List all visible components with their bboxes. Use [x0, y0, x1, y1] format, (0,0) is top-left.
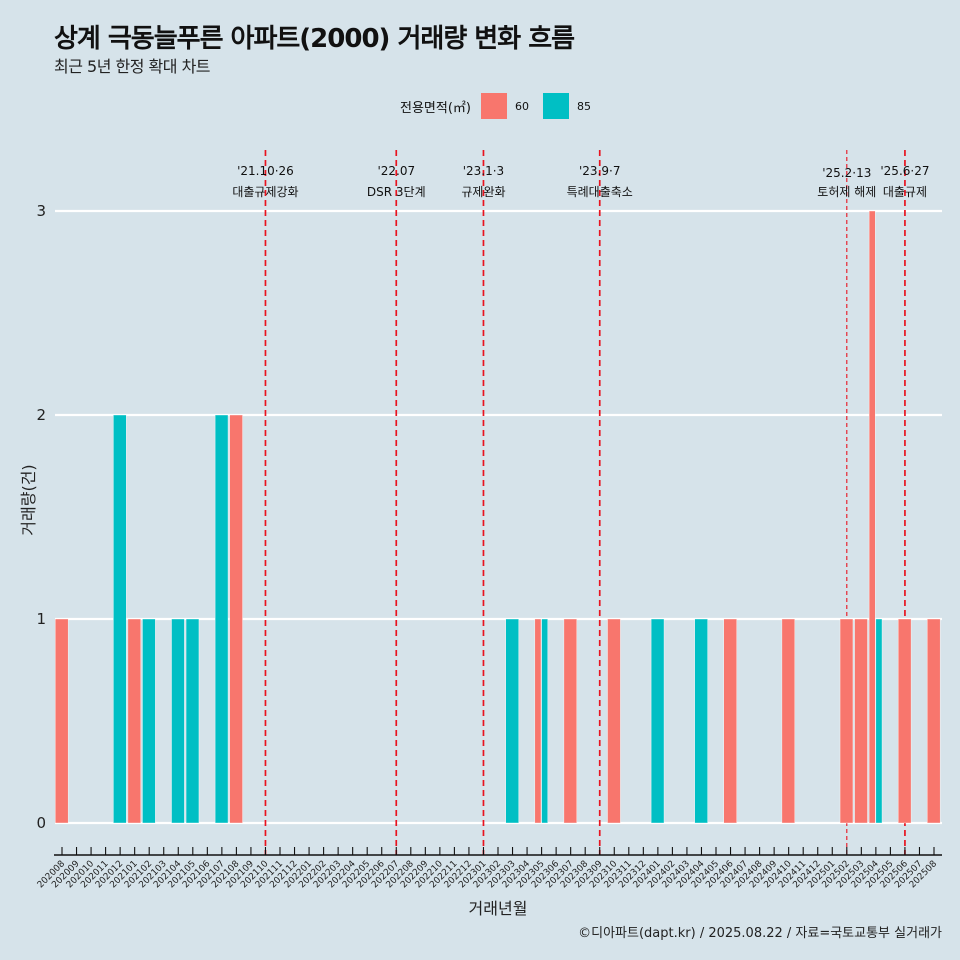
- bar-60-202508: [927, 618, 941, 824]
- bar-85-202401: [650, 618, 665, 824]
- event-lines: [264, 150, 906, 855]
- bar-60-202108: [229, 414, 243, 824]
- legend: 전용면적(㎡) 60 85: [400, 93, 605, 119]
- y-tick-label: 3: [36, 202, 46, 220]
- event-label: 대출규제: [883, 185, 927, 199]
- legend-title: 전용면적(㎡): [400, 100, 471, 116]
- legend-swatch-60: [480, 93, 507, 119]
- bar-85-202107: [214, 414, 229, 824]
- bar-60-202307: [563, 618, 578, 824]
- bar-60-202506: [897, 618, 912, 824]
- y-tick-label: 2: [36, 406, 46, 424]
- event-labels: '21.10·26 대출규제강화 '22.07 DSR 3단계 '23.1·3 규제완화 '…: [232, 164, 929, 199]
- x-axis-title: 거래년월: [469, 899, 528, 918]
- legend-swatch-85: [542, 93, 569, 119]
- bar-85-202303: [505, 618, 519, 824]
- event-label: 대출규제강화: [232, 185, 298, 199]
- y-tick-label: 1: [36, 610, 46, 628]
- legend-label-60: 60: [514, 99, 529, 113]
- event-label: 토허제 해제: [817, 185, 876, 199]
- event-date: '23.1·3: [463, 164, 504, 178]
- bar-85-202104: [171, 618, 185, 824]
- event-date: '23.9·7: [579, 164, 620, 178]
- x-axis: 2020082020092020102020112020122021012021…: [36, 847, 942, 890]
- bar-60-202406: [723, 618, 737, 824]
- bar-60-202101: [127, 618, 142, 824]
- bar-85-202305: [541, 618, 548, 824]
- event-date: '21.10·26: [237, 164, 294, 178]
- chart-title: 상계 극동늘푸른 아파트(2000) 거래량 변화 흐름: [54, 24, 575, 54]
- event-date: '25.6·27: [880, 164, 929, 178]
- event-label: 특례대출축소: [567, 185, 633, 199]
- bar-85-202404: [694, 618, 708, 824]
- bar-60-202305: [534, 618, 542, 824]
- bar-60-202410: [781, 618, 796, 824]
- y-axis-title: 거래량(건): [19, 464, 38, 535]
- bar-60-202504: [868, 210, 876, 824]
- legend-label-85: 85: [576, 99, 591, 113]
- event-date: '25.2·13: [822, 166, 871, 180]
- bar-85-202102: [142, 618, 156, 824]
- y-axis: 0 1 2 3: [36, 202, 46, 832]
- caption: ©디아파트(dapt.kr) / 2025.08.22 / 자료=국토교통부 실…: [578, 926, 942, 941]
- y-tick-label: 0: [36, 814, 46, 832]
- bar-60-202008: [55, 618, 69, 824]
- bar-60-202310: [607, 618, 621, 824]
- chart-subtitle: 최근 5년 한정 확대 차트: [54, 57, 211, 76]
- event-label: 규제완화: [461, 185, 505, 199]
- bars: [55, 210, 941, 824]
- bar-85-202012: [113, 414, 127, 824]
- event-date: '22.07: [377, 164, 415, 178]
- bar-85-202504: [875, 618, 883, 824]
- bar-85-202105: [185, 618, 200, 824]
- bar-60-202502: [839, 618, 854, 824]
- event-label: DSR 3단계: [367, 185, 426, 199]
- bar-60-202503: [854, 618, 868, 824]
